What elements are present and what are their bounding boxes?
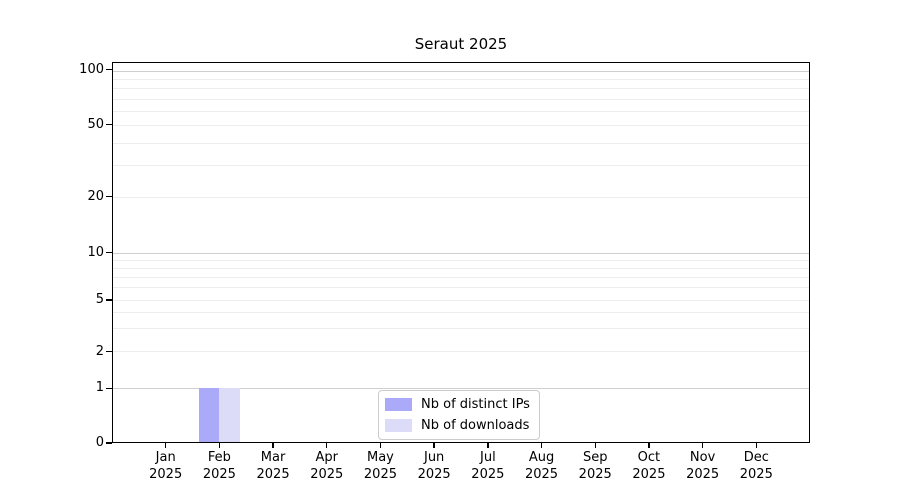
x-tick-month: Nov [689, 450, 716, 465]
minor-gridline [113, 328, 809, 330]
x-tick-label: Mar 2025 [241, 449, 305, 483]
x-tick-mark [594, 443, 596, 448]
y-tick-mark [106, 299, 112, 301]
y-tick-mark [106, 251, 112, 254]
x-tick-year: 2025 [310, 467, 344, 482]
minor-gridline [113, 78, 809, 80]
y-tick-label: 0 [95, 435, 104, 450]
y-tick-label: 2 [95, 343, 104, 359]
minor-gridline [113, 259, 809, 261]
x-tick-mark [487, 443, 489, 448]
legend: Nb of distinct IPs Nb of downloads [378, 390, 540, 440]
x-tick-mark [379, 443, 382, 448]
x-tick-month: Feb [207, 450, 231, 465]
legend-label: Nb of downloads [421, 418, 530, 433]
x-tick-year: 2025 [739, 467, 773, 482]
minor-gridline [113, 165, 809, 167]
minor-gridline [113, 299, 809, 301]
minor-gridline [113, 98, 809, 100]
x-tick-label: Jun 2025 [402, 449, 466, 483]
x-tick-year: 2025 [149, 467, 183, 482]
x-tick-month: Jul [480, 450, 496, 465]
y-tick-label: 20 [87, 188, 104, 204]
x-tick-year: 2025 [202, 467, 236, 482]
x-tick-label: Oct 2025 [617, 449, 681, 483]
minor-gridline [113, 267, 809, 269]
x-tick-mark [272, 443, 274, 448]
y-tick-mark [106, 387, 112, 389]
x-tick-mark [701, 443, 704, 448]
x-tick-month: Jun [423, 450, 445, 465]
x-tick-mark [433, 443, 435, 448]
legend-item: Nb of downloads [385, 417, 530, 434]
x-tick-mark [648, 443, 650, 448]
legend-label: Nb of distinct IPs [421, 397, 530, 412]
x-tick-month: Dec [743, 450, 769, 465]
y-tick-mark [106, 124, 112, 126]
x-tick-mark [218, 443, 221, 448]
x-tick-year: 2025 [686, 467, 720, 482]
major-gridline [113, 387, 809, 389]
major-gridline [113, 252, 809, 254]
bar-nb-of-downloads [219, 387, 240, 442]
x-tick-label: Nov 2025 [671, 449, 735, 483]
minor-gridline [113, 196, 809, 198]
x-tick-label: May 2025 [348, 449, 412, 483]
x-tick-year: 2025 [524, 467, 559, 482]
x-tick-label: Sep 2025 [563, 449, 627, 483]
minor-gridline [113, 287, 809, 289]
y-tick-label: 1 [95, 380, 104, 396]
minor-gridline [113, 276, 809, 278]
minor-gridline [113, 125, 809, 127]
x-tick-month: Mar [260, 450, 286, 465]
x-tick-label: Dec 2025 [724, 449, 788, 483]
x-tick-month: Aug [528, 450, 555, 465]
x-tick-month: May [367, 450, 394, 465]
x-tick-label: Feb 2025 [187, 449, 251, 483]
plot-area [112, 62, 810, 443]
x-tick-label: Aug 2025 [510, 449, 574, 483]
minor-gridline [113, 312, 809, 314]
x-tick-mark [540, 443, 543, 448]
x-tick-month: Sep [582, 450, 608, 465]
legend-swatch-icon [385, 419, 412, 432]
y-tick-mark [106, 195, 112, 198]
x-tick-month: Apr [315, 450, 339, 465]
x-tick-label: Jan 2025 [134, 449, 198, 483]
x-tick-year: 2025 [471, 467, 505, 482]
x-tick-year: 2025 [256, 467, 290, 482]
y-tick-label: 50 [87, 116, 104, 132]
chart-title: Seraut 2025 [414, 35, 508, 53]
y-tick-mark [106, 442, 112, 444]
y-tick-label: 5 [95, 292, 104, 307]
minor-gridline [113, 351, 809, 353]
x-tick-year: 2025 [578, 467, 612, 482]
x-tick-label: Apr 2025 [295, 449, 359, 483]
x-tick-year: 2025 [632, 467, 666, 482]
x-tick-year: 2025 [363, 467, 397, 482]
x-tick-mark [326, 443, 328, 448]
y-tick-label: 10 [87, 244, 104, 260]
legend-item: Nb of distinct IPs [385, 396, 530, 413]
bar-nb-of-distinct-ips [198, 387, 220, 442]
y-tick-mark [106, 350, 112, 353]
x-tick-label: Jul 2025 [456, 449, 520, 483]
x-tick-month: Oct [637, 450, 661, 465]
minor-gridline [113, 142, 809, 144]
x-tick-year: 2025 [417, 467, 451, 482]
major-gridline [113, 70, 809, 72]
minor-gridline [113, 110, 809, 112]
x-tick-mark [164, 443, 167, 448]
y-tick-mark [106, 68, 112, 71]
legend-swatch-icon [385, 398, 412, 411]
y-tick-label: 100 [79, 61, 104, 77]
x-tick-month: Jan [155, 450, 176, 465]
minor-gridline [113, 88, 809, 90]
x-tick-mark [755, 443, 757, 448]
